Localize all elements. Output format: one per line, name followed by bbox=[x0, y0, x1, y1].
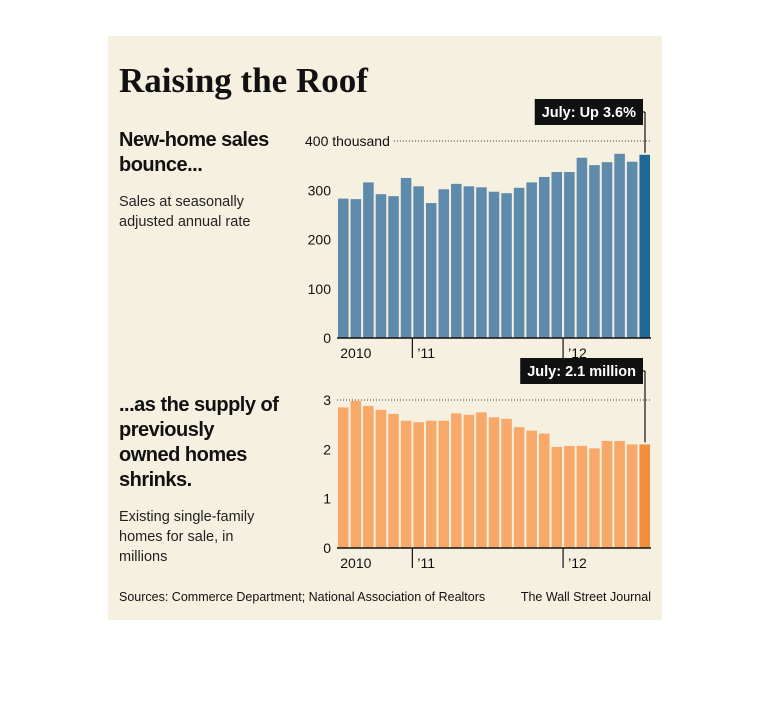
bar bbox=[626, 161, 638, 338]
bar bbox=[363, 405, 374, 548]
bar bbox=[350, 400, 362, 548]
bar bbox=[576, 157, 588, 338]
bar bbox=[451, 183, 462, 338]
bar bbox=[488, 417, 500, 548]
bar bbox=[425, 203, 437, 338]
x-tick-label: 2010 bbox=[340, 555, 371, 571]
x-tick-label: 2010 bbox=[340, 345, 371, 361]
chart-heading: ...as the supply of previously owned hom… bbox=[119, 394, 279, 491]
bar bbox=[576, 445, 588, 548]
credit: The Wall Street Journal bbox=[521, 590, 651, 604]
bar bbox=[538, 176, 550, 338]
x-tick-label: ’11 bbox=[417, 345, 435, 361]
bar bbox=[388, 413, 399, 548]
bar bbox=[614, 153, 625, 338]
bar bbox=[538, 433, 550, 548]
y-tick-label: 300 bbox=[308, 182, 332, 198]
y-tick-label: 1 bbox=[323, 491, 331, 507]
annotation-box bbox=[534, 99, 643, 125]
bar bbox=[501, 193, 512, 338]
bar bbox=[438, 189, 450, 338]
bar bbox=[338, 198, 349, 338]
bar bbox=[513, 427, 525, 548]
bar bbox=[551, 446, 563, 548]
bar bbox=[614, 440, 625, 548]
bar bbox=[413, 186, 424, 338]
bar bbox=[463, 186, 475, 338]
y-tick-label: 200 bbox=[308, 232, 332, 248]
x-tick-label: ’11 bbox=[417, 555, 435, 571]
bar bbox=[601, 440, 613, 548]
chart-subtitle: Sales at seasonally adjusted annual rate bbox=[119, 194, 251, 230]
bar bbox=[526, 430, 537, 548]
source: Sources: Commerce Department; National A… bbox=[119, 590, 485, 604]
bar bbox=[350, 199, 362, 338]
bar bbox=[476, 412, 487, 548]
bar bbox=[488, 191, 500, 338]
chart-subtitle: Existing single-family homes for sale, i… bbox=[119, 509, 255, 565]
bar bbox=[463, 414, 475, 548]
bar bbox=[526, 182, 537, 338]
bar bbox=[338, 407, 349, 548]
bar bbox=[564, 172, 575, 338]
bar bbox=[425, 420, 437, 548]
y-tick-label: 0 bbox=[323, 540, 331, 556]
y-tick-label: 2 bbox=[323, 441, 331, 457]
page-title: Raising the Roof bbox=[119, 61, 368, 100]
bar bbox=[551, 172, 563, 338]
bar bbox=[388, 196, 399, 338]
bar bbox=[501, 418, 512, 548]
bar bbox=[375, 409, 387, 548]
bar bbox=[451, 413, 462, 548]
y-tick-label: 100 bbox=[308, 281, 332, 297]
x-tick-label: ’12 bbox=[568, 555, 587, 571]
bar bbox=[413, 422, 424, 548]
annotation: July: 2.1 million bbox=[527, 364, 636, 380]
bar bbox=[438, 420, 450, 548]
bar bbox=[363, 182, 374, 338]
bar bbox=[375, 194, 387, 338]
y-tick-label: 3 bbox=[323, 392, 331, 408]
chart-heading: New-home sales bounce... bbox=[119, 129, 269, 176]
bar bbox=[564, 445, 575, 548]
y-tick-label: 400 thousand bbox=[305, 133, 390, 149]
bar bbox=[513, 187, 525, 338]
bar bbox=[589, 165, 600, 338]
bar bbox=[639, 154, 650, 338]
bar bbox=[400, 420, 412, 548]
bar bbox=[639, 444, 650, 548]
bar bbox=[476, 187, 487, 338]
bar bbox=[400, 177, 412, 338]
annotation: July: Up 3.6% bbox=[542, 105, 636, 121]
bar bbox=[601, 162, 613, 338]
bar bbox=[589, 448, 600, 548]
y-tick-label: 0 bbox=[323, 330, 331, 346]
x-tick-label: ’12 bbox=[568, 345, 587, 361]
bar bbox=[626, 444, 638, 548]
annotation-box bbox=[520, 358, 643, 384]
